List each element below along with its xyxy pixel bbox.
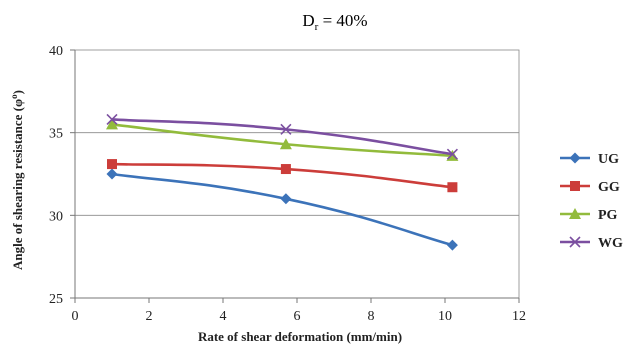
y-tick-labels: 25 30 35 40	[49, 44, 63, 307]
data-point-gg	[447, 182, 458, 193]
y-axis-label-sup: o	[9, 94, 19, 99]
plot-frame	[74, 49, 520, 299]
series-group	[106, 113, 459, 251]
data-point-wg	[446, 148, 458, 160]
x-tick-label: 10	[438, 309, 452, 324]
chart-title-rest: = 40%	[318, 11, 367, 30]
x-tick-label: 12	[512, 309, 526, 324]
x-axis-label: Rate of shear deformation (mm/min)	[198, 329, 402, 344]
x-tick-label: 8	[368, 309, 375, 324]
x-tick-label: 4	[220, 309, 227, 324]
axes	[70, 49, 520, 303]
chart-title-main: D	[302, 11, 314, 30]
marker-stroke	[446, 148, 458, 160]
legend-label: GG	[598, 180, 620, 195]
y-axis-label-main: Angle of shearing resistance (φ	[10, 99, 25, 270]
data-point-gg	[107, 159, 117, 170]
legend-item-wg: WG	[560, 236, 623, 251]
series-wg	[106, 113, 458, 160]
x-tick-label: 2	[146, 309, 153, 324]
data-point-wg	[280, 123, 292, 135]
series-ug	[106, 168, 458, 251]
legend-item-gg: GG	[560, 180, 620, 195]
data-point-gg	[280, 164, 291, 175]
y-tick-label: 30	[49, 209, 63, 224]
data-point-pg	[106, 118, 118, 130]
series-gg	[107, 159, 458, 193]
x-tick-labels: 0 2 4 6 8 10 12	[72, 309, 527, 324]
legend-marker	[569, 208, 581, 219]
data-point-ug	[280, 193, 292, 205]
y-axis-label-end: )	[10, 90, 25, 94]
plot-area	[74, 49, 520, 299]
chart-title: Dr = 40%	[302, 11, 367, 33]
legend-marker	[569, 152, 581, 164]
chart-title-sub: r	[315, 21, 319, 33]
legend-item-ug: UG	[560, 152, 619, 167]
y-axis-label: Angle of shearing resistance (φo)	[9, 90, 25, 270]
y-tick-label: 35	[49, 127, 63, 142]
data-point-wg	[106, 113, 118, 126]
marker-stroke	[280, 123, 292, 135]
y-tick-label: 40	[49, 44, 63, 59]
x-tick-label: 6	[294, 309, 301, 324]
marker-stroke	[106, 113, 118, 126]
y-tick-label: 25	[49, 292, 63, 307]
legend-label: PG	[598, 208, 618, 223]
legend: UG GG PG WG	[560, 152, 623, 251]
legend-marker	[570, 181, 580, 191]
legend-label: UG	[598, 152, 619, 167]
gridlines	[75, 132, 519, 216]
marker-stroke	[569, 236, 581, 248]
data-point-pg	[279, 138, 292, 150]
data-point-ug	[106, 168, 118, 180]
data-point-ug	[446, 239, 458, 251]
x-tick-label: 0	[72, 309, 79, 324]
legend-label: WG	[598, 236, 623, 251]
legend-marker	[569, 236, 581, 248]
legend-item-pg: PG	[560, 208, 618, 223]
